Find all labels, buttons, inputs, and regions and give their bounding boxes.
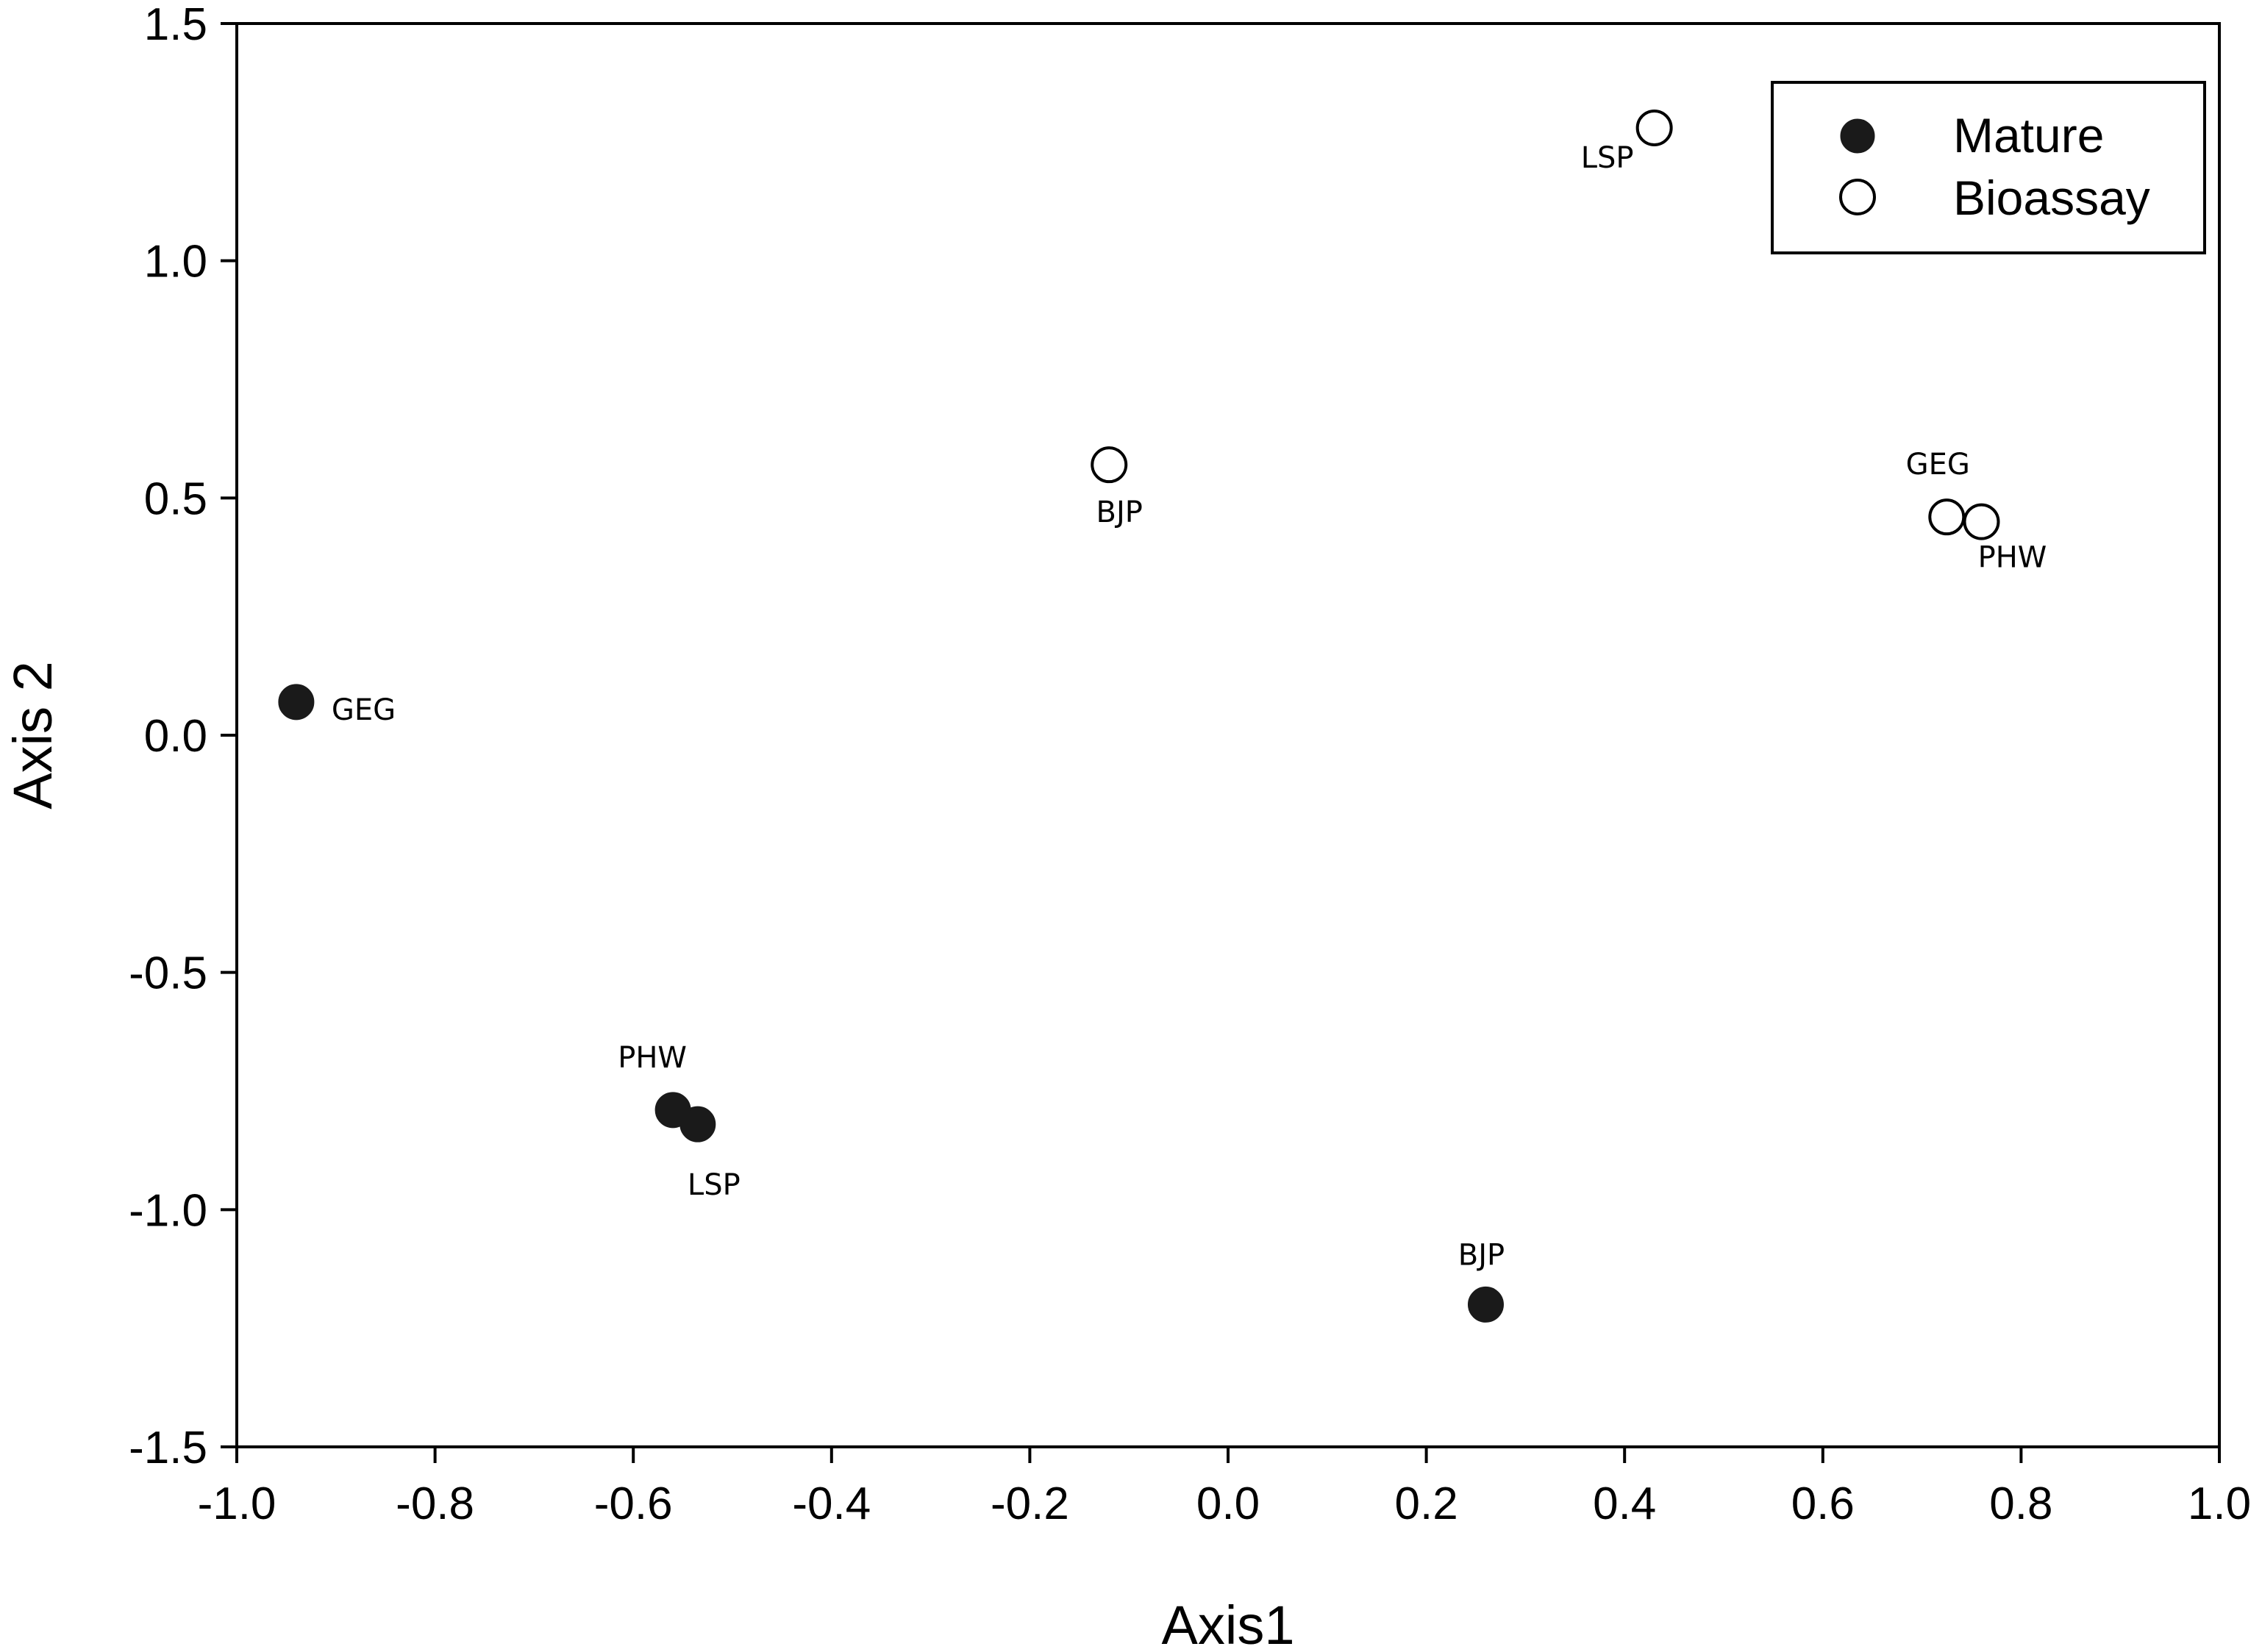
point-label: PHW <box>1978 541 2047 575</box>
x-tick-label: 0.0 <box>1196 1478 1260 1529</box>
mature-point-bjp <box>1467 1286 1504 1323</box>
bioassay-point-lsp <box>1635 109 1673 146</box>
x-tick-label: -1.0 <box>198 1478 276 1529</box>
x-tick-label: -0.6 <box>594 1478 673 1529</box>
legend-box <box>1771 81 2206 254</box>
x-tick-label: 0.2 <box>1394 1478 1458 1529</box>
x-axis: -1.0 -0.8 -0.6 -0.4 -0.2 0.0 0.2 0.4 0.6 0.8 1.0 <box>198 1447 2251 1529</box>
bioassay-point-geg <box>1928 498 1966 536</box>
mature-point-lsp <box>679 1106 716 1143</box>
legend-mature-label: Mature <box>1953 108 2104 162</box>
legend-bioassay-marker <box>1839 179 1876 215</box>
point-label: GEG <box>1906 448 1970 482</box>
y-tick-label: -0.5 <box>129 948 207 999</box>
legend-bioassay-label: Bioassay <box>1953 171 2150 225</box>
x-tick-label: 0.4 <box>1593 1478 1656 1529</box>
y-tick-label: 1.0 <box>144 237 207 287</box>
x-tick-label: 1.0 <box>2188 1478 2251 1529</box>
y-tick-label: -1.5 <box>129 1423 207 1473</box>
x-axis-title: Axis1 <box>1162 1595 1295 1648</box>
x-tick-label: -0.4 <box>792 1478 871 1529</box>
point-label: GEG <box>332 693 396 727</box>
point-label: BJP <box>1458 1238 1505 1272</box>
bioassay-point-bjp <box>1091 446 1128 484</box>
point-label: PHW <box>618 1041 687 1075</box>
point-label: BJP <box>1096 496 1143 529</box>
data-points: GEG PHW LSP BJP LSP BJP GEG PHW <box>278 109 2047 1323</box>
y-tick-label: 0.5 <box>144 473 207 524</box>
point-label: LSP <box>1581 141 1634 175</box>
y-tick-label: 0.0 <box>144 711 207 762</box>
y-tick-label: -1.0 <box>129 1185 207 1236</box>
legend: Mature Bioassay <box>1771 81 2206 254</box>
x-tick-label: -0.8 <box>396 1478 474 1529</box>
point-label: LSP <box>688 1168 741 1202</box>
y-tick-label: 1.5 <box>144 0 207 50</box>
y-axis-title: Axis 2 <box>2 661 63 809</box>
bioassay-point-phw <box>1963 503 2000 540</box>
y-axis: 1.5 1.0 0.5 0.0 -0.5 -1.0 -1.5 <box>129 0 237 1473</box>
x-tick-label: 0.6 <box>1791 1478 1855 1529</box>
x-tick-label: -0.2 <box>991 1478 1069 1529</box>
x-tick-label: 0.8 <box>1989 1478 2052 1529</box>
legend-mature-marker <box>1840 118 1875 154</box>
mature-point-geg <box>278 684 315 720</box>
